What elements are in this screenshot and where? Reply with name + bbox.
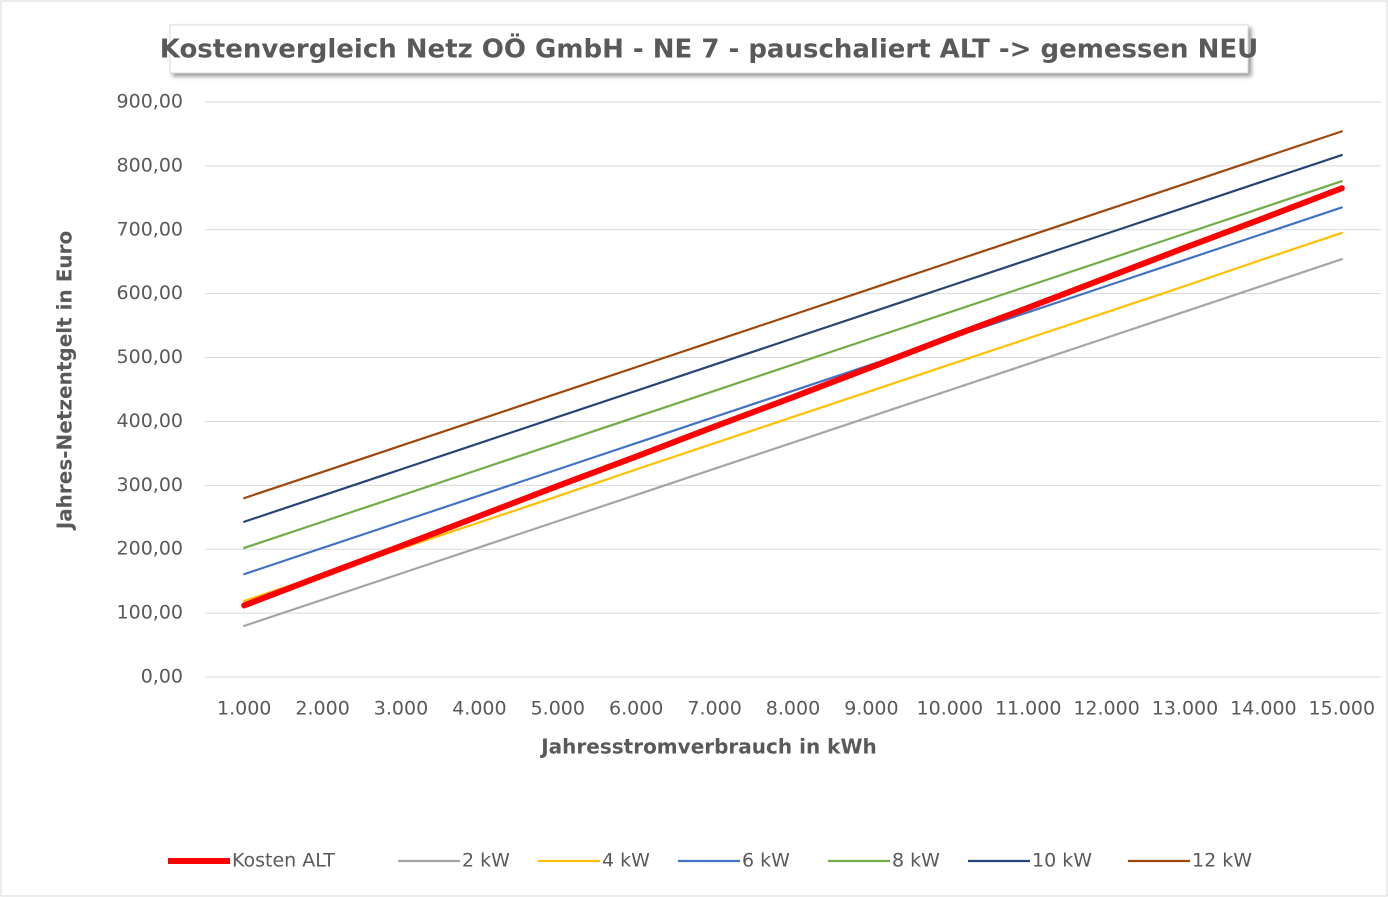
x-tick-label: 13.000 [1152, 698, 1218, 720]
x-tick-label: 11.000 [995, 698, 1061, 720]
x-tick-label: 7.000 [687, 698, 741, 720]
series-line [243, 231, 1343, 603]
y-tick-label: 200,00 [117, 538, 183, 560]
series-line [243, 258, 1343, 627]
x-axis-title: Jahresstromverbrauch in kWh [539, 735, 877, 759]
y-tick-label: 0,00 [141, 666, 183, 688]
x-tick-label: 2.000 [295, 698, 349, 720]
y-tick-label: 800,00 [117, 154, 183, 176]
x-tick-label: 8.000 [766, 698, 820, 720]
y-tick-label: 300,00 [117, 474, 183, 496]
y-tick-label: 500,00 [117, 346, 183, 368]
x-tick-label: 3.000 [374, 698, 428, 720]
x-tick-label: 12.000 [1073, 698, 1139, 720]
x-tick-label: 9.000 [844, 698, 898, 720]
x-tick-label: 1.000 [217, 698, 271, 720]
legend-label: 12 kW [1192, 850, 1252, 872]
y-tick-label: 900,00 [117, 91, 183, 113]
series-line [243, 206, 1343, 576]
legend-label: 6 kW [742, 850, 790, 872]
x-tick-label: 10.000 [917, 698, 983, 720]
y-axis-title: Jahres-Netzentgelt in Euro [53, 231, 77, 532]
x-tick-label: 5.000 [531, 698, 585, 720]
x-tick-label: 14.000 [1230, 698, 1296, 720]
series-line [243, 153, 1343, 523]
legend-label: 10 kW [1032, 850, 1092, 872]
legend-label: 4 kW [602, 850, 650, 872]
y-tick-label: 700,00 [117, 218, 183, 240]
legend-label: 8 kW [892, 850, 940, 872]
series-line [243, 180, 1343, 550]
legend-label: 2 kW [462, 850, 510, 872]
series-line [243, 130, 1343, 500]
y-tick-label: 400,00 [117, 410, 183, 432]
title-box [169, 24, 1249, 74]
y-tick-label: 100,00 [117, 602, 183, 624]
y-tick-label: 600,00 [117, 282, 183, 304]
x-tick-label: 4.000 [452, 698, 506, 720]
legend-label: Kosten ALT [232, 850, 335, 872]
x-tick-label: 15.000 [1309, 698, 1375, 720]
chart-title: Kostenvergleich Netz OÖ GmbH - NE 7 - pa… [160, 32, 1259, 65]
series-line [241, 185, 1345, 609]
x-tick-label: 6.000 [609, 698, 663, 720]
